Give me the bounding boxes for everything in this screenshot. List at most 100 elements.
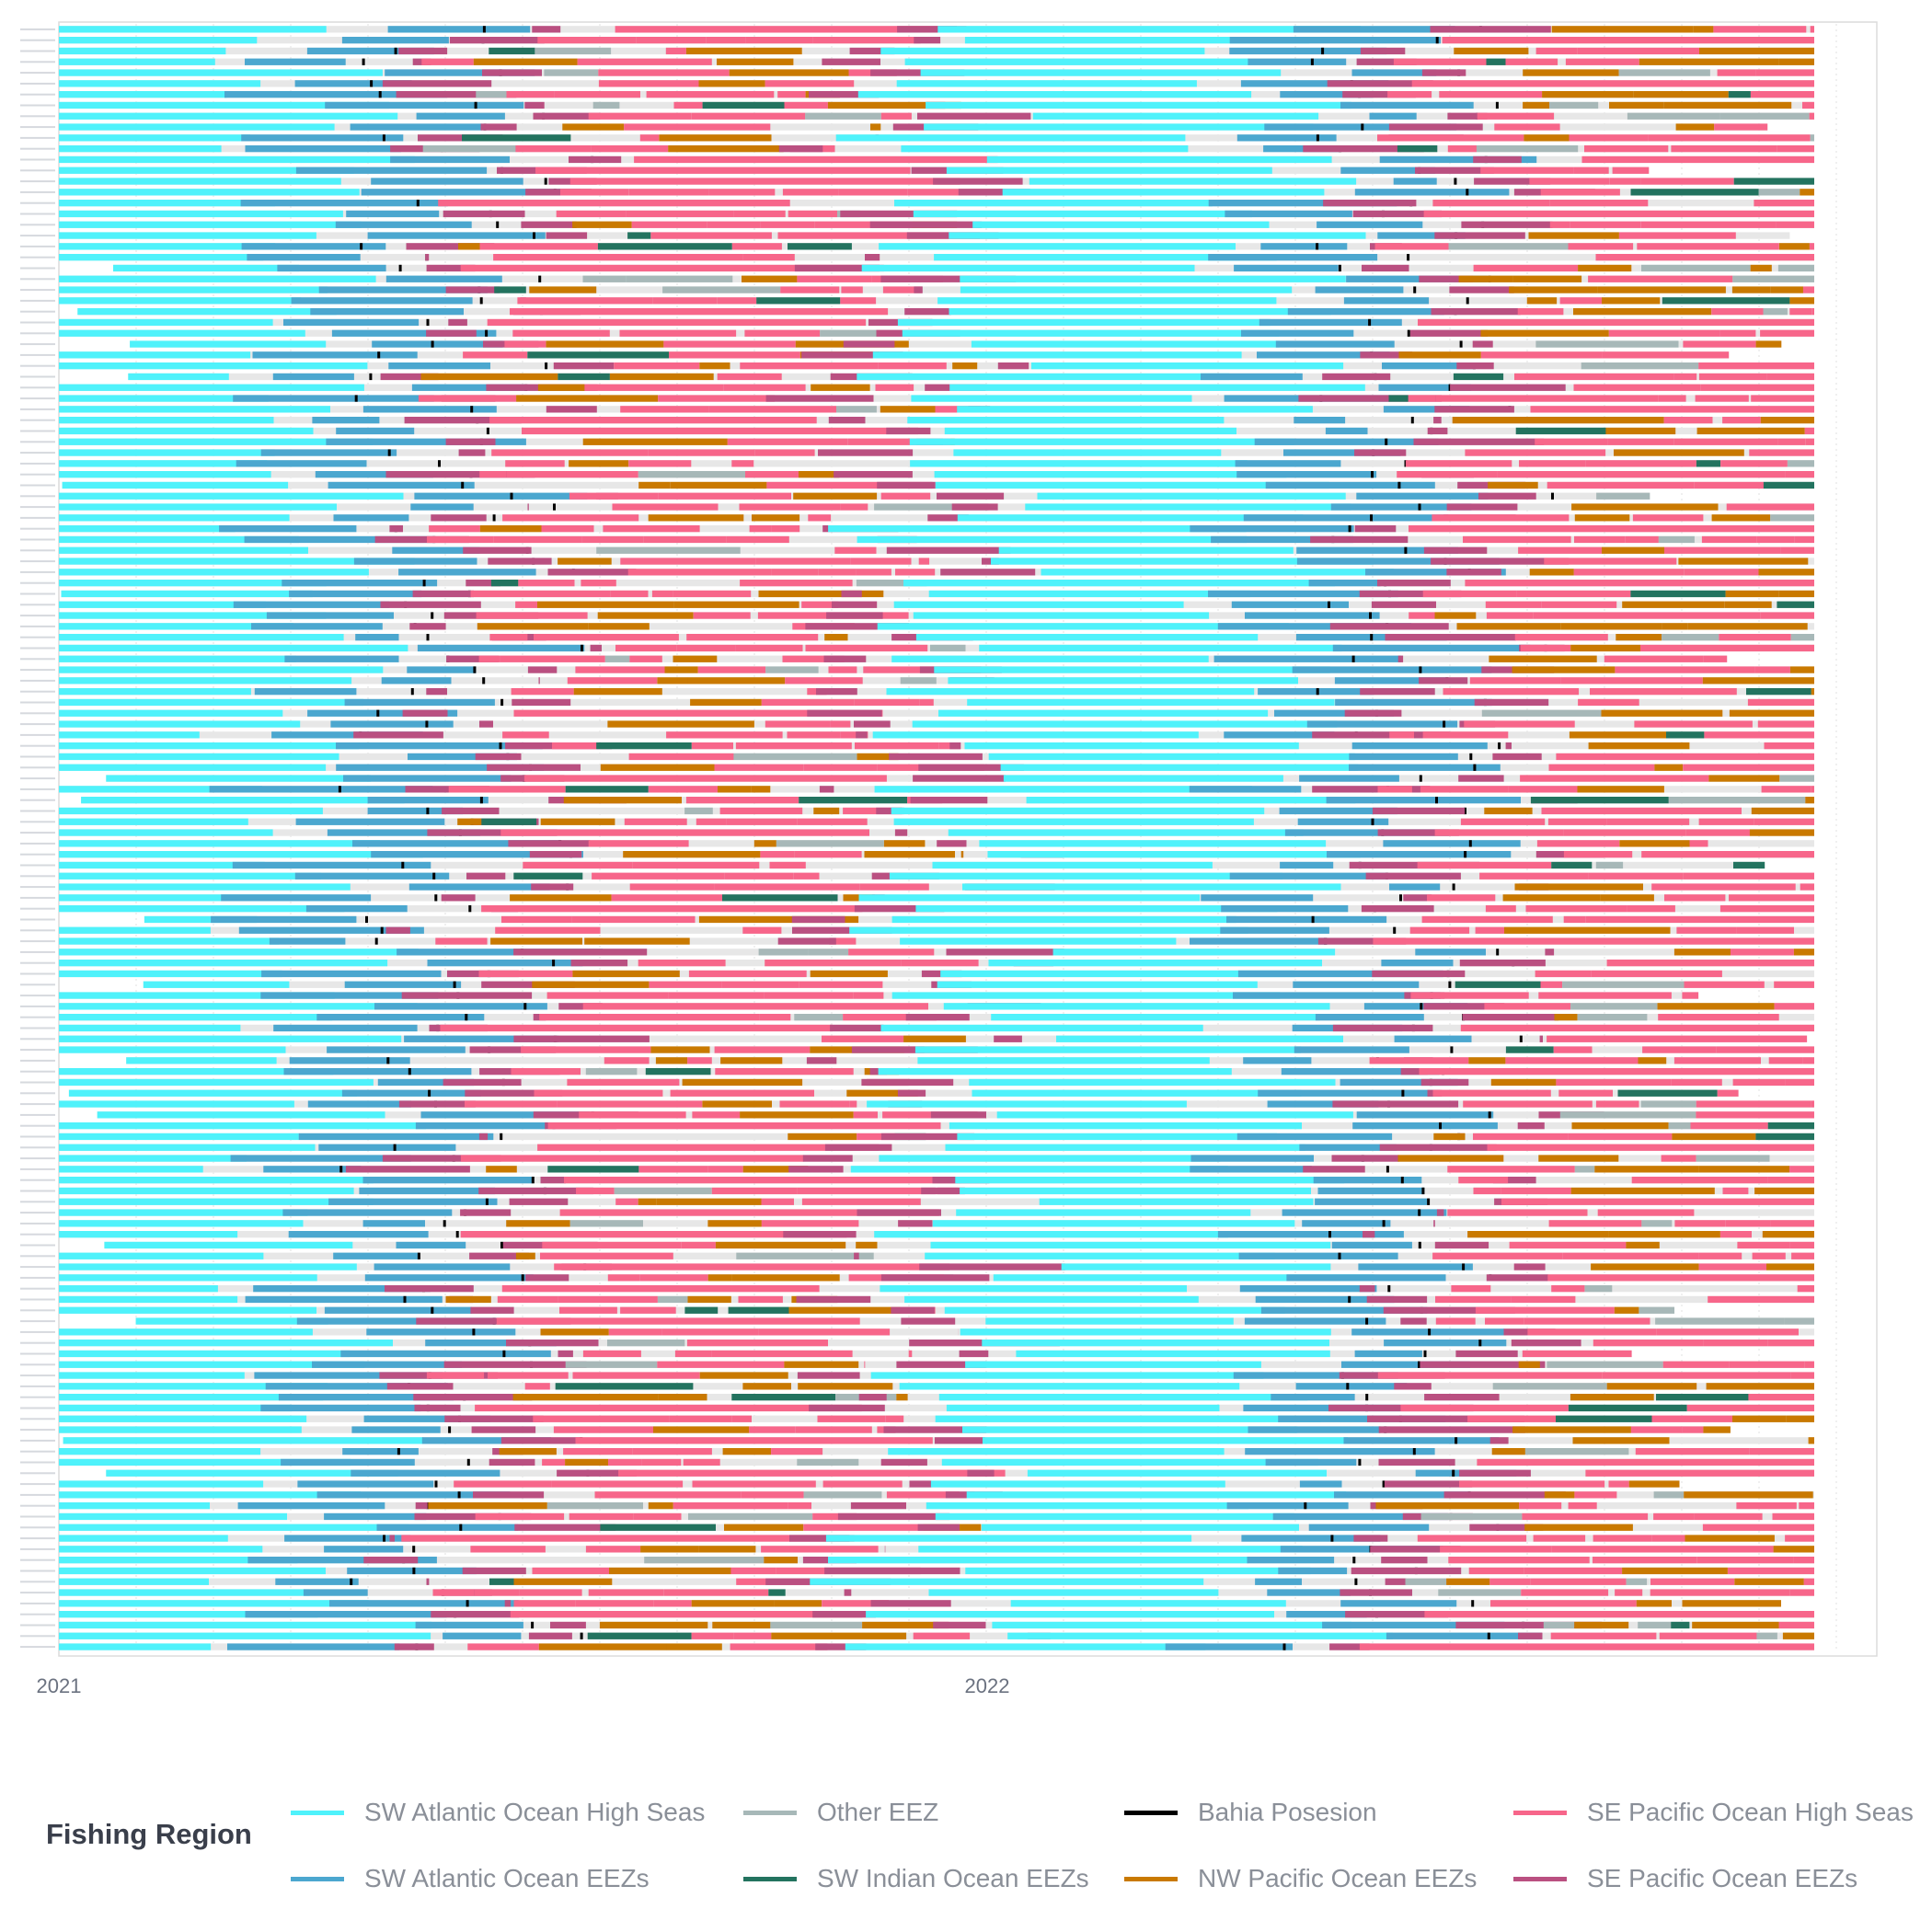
vessel-id-label <box>20 669 55 672</box>
track-segment-swa-hs <box>59 221 362 228</box>
track-segment-sep-eez <box>886 427 931 435</box>
track-segment-nwp-eez <box>1512 275 1582 282</box>
track-segment-sep-eez <box>382 1155 501 1162</box>
track-segment-swa-hs <box>59 1632 431 1639</box>
track-segment-nwp-eez <box>1729 709 1814 717</box>
track-segment-swa-hs <box>972 221 1270 228</box>
track-segment-swa-eez <box>1211 535 1353 544</box>
track-segment-swa-eez <box>254 688 357 696</box>
track-segment-nwp-eez <box>458 243 480 250</box>
track-segment-sep-hs <box>1551 1285 1585 1293</box>
fishing-region-timeline-chart: 2021 2022 <box>20 21 1878 1697</box>
track-segment-sep-eez <box>805 623 909 630</box>
track-segment-bahia <box>1348 525 1351 533</box>
track-segment-bahia <box>386 1057 390 1064</box>
track-segment-swa-hs <box>59 1512 287 1521</box>
track-segment-nwp-eez <box>1703 1426 1731 1433</box>
vessel-id-label <box>20 1276 55 1279</box>
track-segment-sep-hs <box>717 297 757 305</box>
track-segment-swa-eez <box>1263 145 1340 153</box>
track-segment-sep-eez <box>796 1295 871 1304</box>
legend: Fishing Region SW Atlantic Ocean High Se… <box>0 1730 1932 1914</box>
track-segment-swa-eez <box>1356 492 1489 500</box>
track-segment-swa-hs <box>59 807 323 815</box>
vessel-id-label <box>20 538 55 541</box>
track-segment-sep-eez <box>849 47 895 55</box>
track-segment-sep-eez <box>443 1078 522 1087</box>
track-segment-sep-eez <box>826 612 883 619</box>
track-segment-swa-hs <box>965 1567 1311 1575</box>
track-segment-sep-eez <box>353 731 443 739</box>
track-segment-bahia <box>1495 101 1499 109</box>
track-segment-swa-eez <box>227 1643 400 1650</box>
track-segment-swa-hs <box>938 709 1269 717</box>
track-segment-sep-hs <box>771 525 800 533</box>
track-segment-bahia <box>1304 1502 1307 1510</box>
track-segment-sep-hs <box>686 1340 828 1347</box>
track-segment-nwp-eez <box>1638 1057 1667 1064</box>
track-segment-swa-eez <box>1255 1295 1395 1304</box>
track-segment-sep-eez <box>854 1252 859 1259</box>
track-segment-sep-eez <box>409 623 446 630</box>
track-segment-sep-eez <box>426 264 476 272</box>
track-segment-swa-hs <box>925 1252 1275 1259</box>
track-segment-sep-hs <box>857 1133 895 1141</box>
track-segment-bahia <box>553 503 556 511</box>
track-segment-nwp-eez <box>1480 329 1609 337</box>
track-segment-swa-eez <box>284 655 399 662</box>
track-segment-sep-hs <box>1547 481 1695 489</box>
track-segment-sep-eez <box>869 221 983 228</box>
track-segment-swa-hs <box>59 1350 351 1358</box>
vessel-id-label <box>20 321 55 324</box>
track-segment-sep-hs <box>808 514 832 522</box>
track-segment-sep-eez <box>1433 1220 1435 1227</box>
track-segment-sep-hs <box>1418 318 1814 327</box>
vessel-id-label <box>20 343 55 346</box>
track-segment-sep-hs <box>882 1111 978 1119</box>
track-segment-sep-hs <box>1717 1089 1739 1097</box>
vessel-id-label <box>20 549 55 552</box>
vessel-id-label <box>20 1190 55 1192</box>
track-segment-swa-eez <box>1243 1404 1400 1412</box>
track-segment-bahia <box>455 1231 459 1238</box>
vessel-id-label <box>20 1167 55 1170</box>
track-segment-sep-hs <box>726 535 789 544</box>
track-segment-sep-hs <box>1439 91 1543 98</box>
track-segment-bahia <box>1421 1187 1425 1195</box>
track-segment-swa-hs <box>1032 112 1319 120</box>
track-segment-sep-eez <box>914 286 923 293</box>
vessel-id-label <box>20 235 55 237</box>
track-segment-swa-eez <box>1340 101 1474 109</box>
legend-swatch <box>1124 1810 1178 1815</box>
track-segment-sep-hs <box>803 1524 924 1531</box>
track-segment-bahia <box>1498 742 1501 750</box>
track-segment-nwp-eez <box>537 601 674 608</box>
track-segment-nwp-eez <box>1725 590 1779 598</box>
track-segment-nwp-eez <box>682 1078 803 1087</box>
vessel-track-background <box>59 558 1814 565</box>
vessel-id-label <box>20 1027 55 1029</box>
track-segment-other <box>1696 1155 1770 1162</box>
track-segment-swa-eez <box>1299 1480 1342 1488</box>
track-segment-swi-eez <box>1733 861 1765 869</box>
track-segment-sep-hs <box>541 525 594 533</box>
track-segment-sep-hs <box>552 742 597 750</box>
track-segment-sep-eez <box>1424 1394 1500 1401</box>
track-segment-sep-hs <box>1508 786 1578 793</box>
track-segment-sep-eez <box>1518 1632 1543 1639</box>
track-segment-swa-eez <box>347 1567 477 1575</box>
track-segment-sep-hs <box>534 634 679 641</box>
track-segment-swa-eez <box>1315 1014 1424 1021</box>
track-segment-other <box>662 286 781 293</box>
track-segment-swa-hs <box>900 937 1177 945</box>
track-segment-sep-hs <box>799 981 883 988</box>
track-segment-swa-eez <box>241 134 404 142</box>
track-segment-swa-hs <box>59 471 271 478</box>
track-segment-sep-hs <box>1397 471 1498 478</box>
vessel-id-label <box>20 886 55 889</box>
track-segment-swa-eez <box>1254 438 1439 445</box>
track-segment-sep-hs <box>460 264 884 272</box>
track-segment-bahia <box>1468 840 1472 847</box>
track-segment-swa-hs <box>993 1274 1374 1282</box>
track-segment-sep-hs <box>478 655 500 662</box>
